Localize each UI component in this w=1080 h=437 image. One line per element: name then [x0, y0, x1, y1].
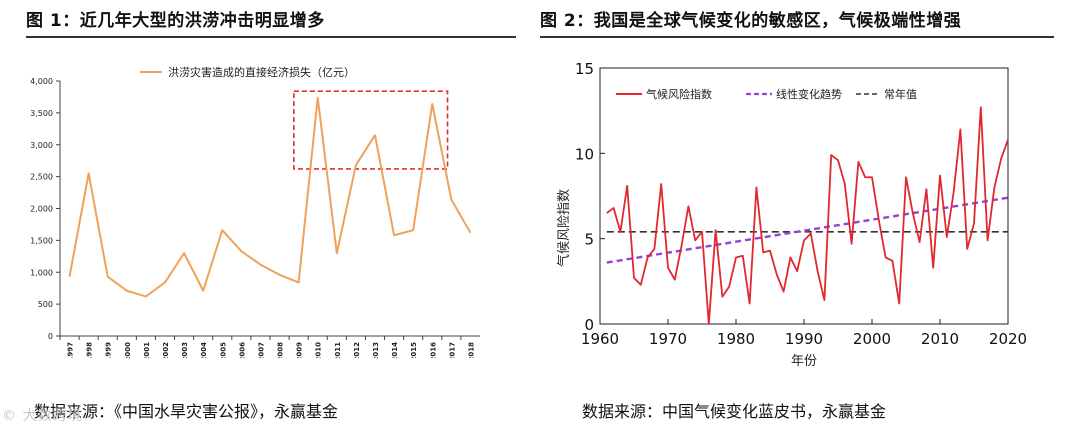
flood-loss-xtick-label: 2015 — [410, 342, 418, 358]
flood-loss-chart: 洪涝灾害造成的直接经济损失（亿元） 0 500 1,000 1,500 2,000 2,5… — [30, 65, 480, 358]
flood-loss-series-line — [68, 96, 472, 298]
flood-loss-xtick-label: 2017 — [448, 342, 456, 358]
climate-risk-plot-frame — [599, 67, 1009, 325]
flood-loss-xtick-label: 1998 — [86, 342, 94, 358]
climate-risk-chart: 气候风险指数 年份 0 5 10 15 1960 1970 1980 1990 2000 2010… — [556, 60, 1027, 369]
flood-loss-ytick-label: 0 — [48, 332, 53, 341]
flood-loss-ytick-label: 4,000 — [30, 77, 53, 86]
figure2-title: 图 2：我国是全球气候变化的敏感区，气候极端性增强 — [540, 11, 962, 31]
flood-loss-xtick-label: 2011 — [334, 342, 342, 358]
climate-risk-xtick-label: 2020 — [989, 330, 1027, 348]
flood-loss-xtick-label: 2002 — [162, 342, 170, 358]
flood-loss-xtick-label: 2009 — [296, 342, 304, 358]
climate-risk-xtick-label: 2010 — [921, 330, 959, 348]
legend-trend-label: 线性变化趋势 — [776, 87, 842, 101]
flood-loss-ytick-label: 3,000 — [30, 141, 53, 150]
flood-loss-xtick-label: 2013 — [372, 342, 380, 358]
climate-risk-xtick-label: 1960 — [581, 330, 619, 348]
flood-loss-xtick-label: 2014 — [391, 342, 399, 358]
flood-loss-xtick-label: 1997 — [67, 342, 75, 358]
watermark: © 大数跨境 — [2, 408, 83, 424]
flood-loss-xtick-label: 2003 — [181, 342, 189, 358]
flood-loss-ytick-label: 500 — [38, 300, 53, 309]
flood-loss-xtick-label: 2008 — [277, 342, 285, 358]
flood-loss-ytick-label: 2,500 — [30, 173, 53, 182]
flood-loss-ytick-label: 1,000 — [30, 268, 53, 277]
legend-index-label: 气候风险指数 — [646, 87, 712, 101]
figure1-title-rule — [26, 36, 516, 38]
figure1-source: 数据来源：《中国水旱灾害公报》，永赢基金 — [34, 402, 339, 421]
flood-loss-xtick-label: 1999 — [105, 342, 113, 358]
legend-baseline-label: 常年值 — [884, 87, 917, 101]
flood-loss-xtick-label: 2016 — [429, 342, 437, 358]
flood-loss-xtick-label: 2001 — [143, 342, 151, 358]
flood-loss-xtick-label: 2012 — [353, 342, 361, 358]
flood-loss-ytick-label: 3,500 — [30, 109, 53, 118]
flood-loss-xtick-label: 2007 — [257, 342, 265, 358]
flood-loss-xtick-label: 2018 — [467, 342, 475, 358]
flood-loss-ytick-label: 2,000 — [30, 205, 53, 214]
climate-risk-xtick-label: 1970 — [649, 330, 687, 348]
climate-risk-xtick-label: 1980 — [717, 330, 755, 348]
climate-risk-xtick-label: 2000 — [853, 330, 891, 348]
flood-loss-highlight-box — [293, 90, 449, 170]
flood-loss-ytick-label: 1,500 — [30, 236, 53, 245]
flood-loss-legend-label: 洪涝灾害造成的直接经济损失（亿元） — [168, 65, 355, 79]
climate-risk-ytick-label: 15 — [575, 60, 594, 78]
climate-risk-ytick-label: 5 — [584, 231, 594, 249]
figure2-title-rule — [540, 36, 1054, 38]
figure1-title: 图 1：近几年大型的洪涝冲击明显增多 — [26, 11, 325, 31]
flood-loss-xtick-label: 2004 — [200, 342, 208, 358]
climate-risk-index-line — [606, 106, 1009, 325]
flood-loss-xtick-label: 2010 — [315, 342, 323, 358]
climate-risk-ytick-label: 10 — [575, 145, 594, 163]
flood-loss-xtick-label: 2005 — [219, 342, 227, 358]
climate-risk-ylabel: 气候风险指数 — [556, 189, 572, 267]
figure2-source: 数据来源：中国气候变化蓝皮书，永赢基金 — [582, 402, 887, 421]
climate-risk-ytick-label: 0 — [584, 316, 594, 334]
flood-loss-xtick-label: 2006 — [238, 342, 246, 358]
climate-risk-trend-line — [606, 196, 1009, 264]
flood-loss-xtick-label: 2000 — [124, 342, 132, 358]
climate-risk-xtick-label: 1990 — [785, 330, 823, 348]
climate-risk-xlabel: 年份 — [791, 354, 817, 369]
